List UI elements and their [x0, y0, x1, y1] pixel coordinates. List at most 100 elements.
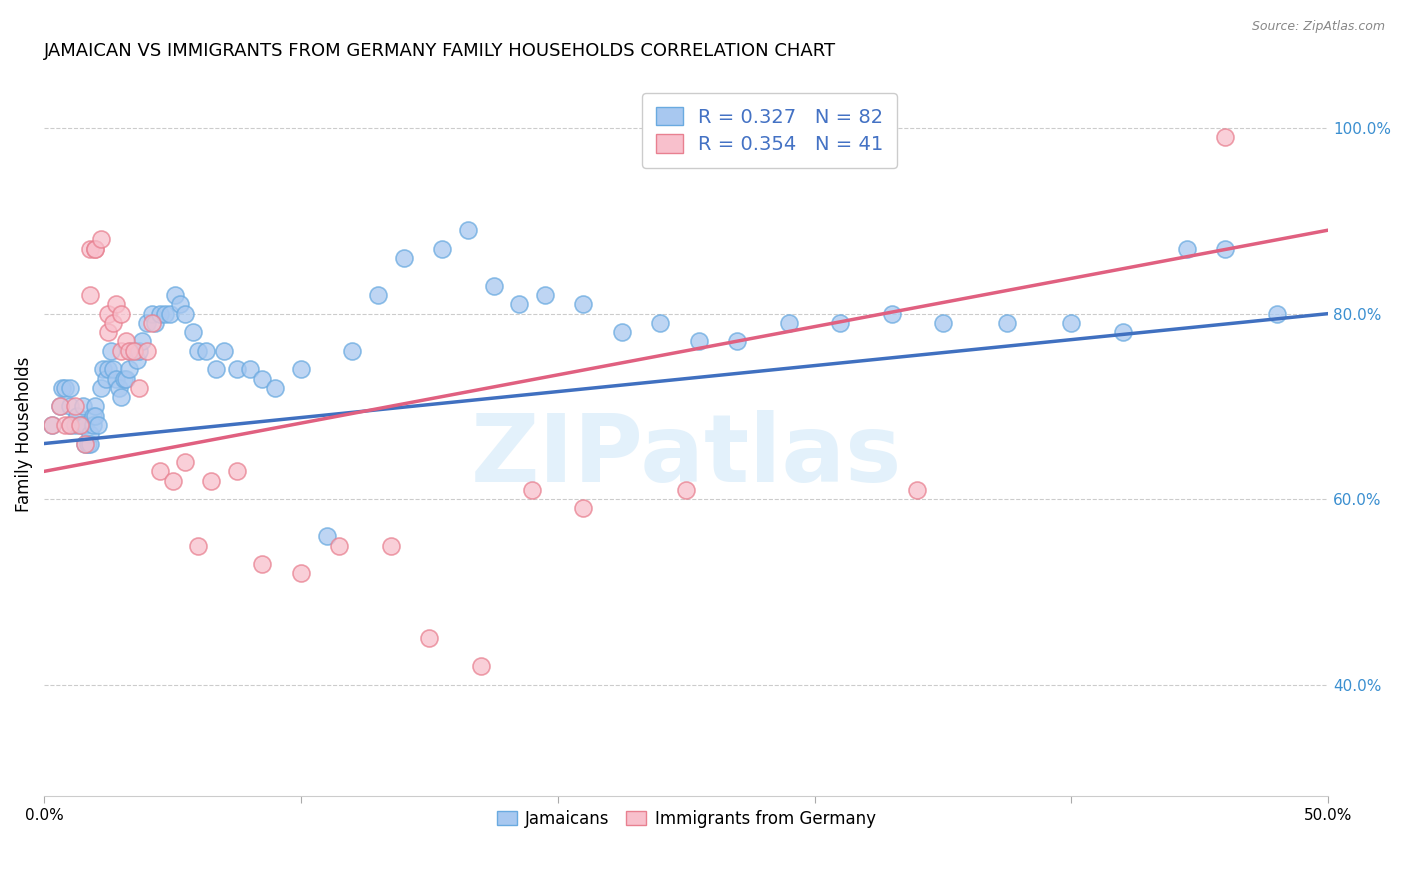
- Point: [112, 371, 135, 385]
- Point: [194, 343, 217, 358]
- Point: [520, 483, 543, 497]
- Point: [97, 325, 120, 339]
- Point: [367, 288, 389, 302]
- Point: [932, 316, 955, 330]
- Point: [418, 632, 440, 646]
- Point: [131, 334, 153, 349]
- Point: [72, 417, 94, 432]
- Text: Source: ZipAtlas.com: Source: ZipAtlas.com: [1251, 20, 1385, 33]
- Point: [572, 297, 595, 311]
- Legend: Jamaicans, Immigrants from Germany: Jamaicans, Immigrants from Germany: [491, 804, 882, 835]
- Point: [110, 343, 132, 358]
- Text: ZIPatlas: ZIPatlas: [471, 410, 901, 502]
- Point: [482, 278, 505, 293]
- Point: [380, 539, 402, 553]
- Point: [110, 307, 132, 321]
- Point: [100, 343, 122, 358]
- Y-axis label: Family Households: Family Households: [15, 357, 32, 512]
- Point: [995, 316, 1018, 330]
- Point: [69, 417, 91, 432]
- Point: [225, 362, 247, 376]
- Point: [41, 417, 63, 432]
- Point: [143, 316, 166, 330]
- Point: [115, 334, 138, 349]
- Point: [53, 417, 76, 432]
- Point: [128, 343, 150, 358]
- Point: [103, 316, 125, 330]
- Point: [470, 659, 492, 673]
- Point: [69, 417, 91, 432]
- Point: [200, 474, 222, 488]
- Point: [328, 539, 350, 553]
- Point: [141, 316, 163, 330]
- Point: [72, 400, 94, 414]
- Point: [59, 417, 82, 432]
- Point: [778, 316, 800, 330]
- Point: [122, 343, 145, 358]
- Point: [1175, 242, 1198, 256]
- Point: [181, 325, 204, 339]
- Point: [120, 343, 142, 358]
- Point: [118, 362, 141, 376]
- Point: [149, 464, 172, 478]
- Point: [128, 381, 150, 395]
- Point: [1060, 316, 1083, 330]
- Point: [53, 381, 76, 395]
- Point: [79, 436, 101, 450]
- Point: [103, 362, 125, 376]
- Point: [82, 409, 104, 423]
- Point: [115, 371, 138, 385]
- Point: [159, 307, 181, 321]
- Point: [110, 390, 132, 404]
- Point: [457, 223, 479, 237]
- Point: [880, 307, 903, 321]
- Point: [59, 417, 82, 432]
- Point: [59, 381, 82, 395]
- Point: [41, 417, 63, 432]
- Point: [252, 371, 274, 385]
- Point: [122, 343, 145, 358]
- Point: [675, 483, 697, 497]
- Point: [51, 381, 73, 395]
- Point: [48, 400, 70, 414]
- Point: [75, 417, 97, 432]
- Point: [135, 343, 157, 358]
- Point: [688, 334, 710, 349]
- Point: [830, 316, 852, 330]
- Point: [534, 288, 557, 302]
- Point: [125, 353, 148, 368]
- Point: [90, 381, 112, 395]
- Point: [169, 297, 191, 311]
- Point: [105, 371, 128, 385]
- Point: [97, 307, 120, 321]
- Point: [135, 316, 157, 330]
- Point: [392, 251, 415, 265]
- Point: [75, 436, 97, 450]
- Point: [212, 343, 235, 358]
- Point: [205, 362, 228, 376]
- Point: [264, 381, 287, 395]
- Point: [97, 362, 120, 376]
- Point: [90, 232, 112, 246]
- Point: [252, 557, 274, 571]
- Point: [48, 400, 70, 414]
- Point: [174, 307, 197, 321]
- Point: [79, 288, 101, 302]
- Point: [905, 483, 928, 497]
- Point: [105, 297, 128, 311]
- Point: [107, 381, 129, 395]
- Point: [225, 464, 247, 478]
- Point: [238, 362, 260, 376]
- Point: [84, 409, 107, 423]
- Point: [118, 343, 141, 358]
- Point: [650, 316, 672, 330]
- Point: [165, 288, 187, 302]
- Text: JAMAICAN VS IMMIGRANTS FROM GERMANY FAMILY HOUSEHOLDS CORRELATION CHART: JAMAICAN VS IMMIGRANTS FROM GERMANY FAMI…: [44, 42, 837, 60]
- Point: [174, 455, 197, 469]
- Point: [1215, 130, 1237, 145]
- Point: [87, 417, 110, 432]
- Point: [430, 242, 453, 256]
- Point: [153, 307, 176, 321]
- Point: [91, 362, 114, 376]
- Point: [508, 297, 530, 311]
